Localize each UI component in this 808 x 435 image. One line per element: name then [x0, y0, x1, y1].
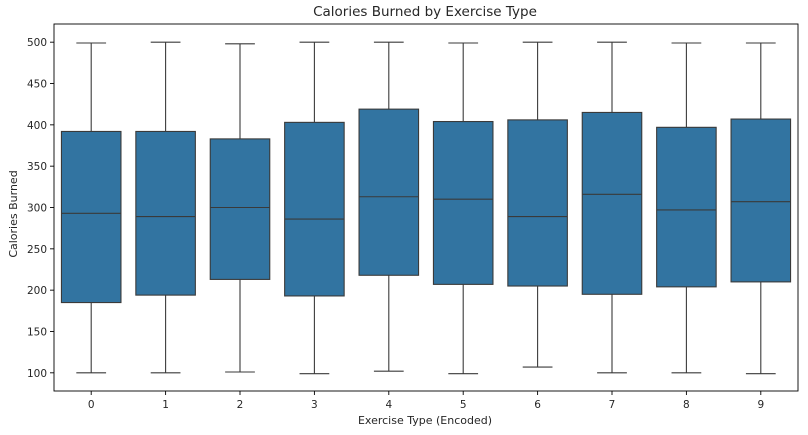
x-tick-label: 7: [609, 399, 616, 411]
box-iqr: [656, 126, 717, 288]
y-tick-label: 300: [27, 203, 47, 215]
y-tick-label: 400: [27, 120, 47, 132]
box-iqr: [135, 130, 196, 296]
chart-title: Calories Burned by Exercise Type: [313, 4, 537, 20]
box-iqr: [358, 108, 420, 276]
y-tick-label: 500: [27, 37, 47, 49]
x-tick-label: 6: [534, 399, 541, 411]
box-iqr: [507, 119, 568, 287]
x-tick-label: 0: [88, 399, 95, 411]
y-tick-label: 350: [27, 161, 47, 173]
y-tick-label: 200: [27, 285, 47, 297]
box-iqr: [209, 138, 271, 280]
box-iqr: [581, 111, 643, 295]
box-iqr: [284, 121, 345, 297]
y-tick-label: 450: [27, 79, 47, 91]
box-iqr: [730, 118, 792, 283]
plot-area: 100 150 200 250 300 350 400 450 500 0 1 2 3 4 5 6 7 8 9: [27, 23, 799, 411]
y-tick-label: 150: [27, 326, 47, 338]
x-tick-label: 2: [237, 399, 244, 411]
x-tick-label: 4: [385, 399, 392, 411]
box-iqr: [60, 130, 122, 304]
x-tick-label: 8: [683, 399, 690, 411]
x-tick-label: 9: [757, 399, 764, 411]
y-axis-label: Calories Burned: [7, 170, 20, 257]
x-tick-label: 3: [311, 399, 318, 411]
y-tick-label: 100: [27, 368, 47, 380]
y-tick-label: 250: [27, 244, 47, 256]
box-iqr: [432, 120, 494, 285]
x-tick-label: 5: [460, 399, 467, 411]
x-tick-label: 1: [162, 399, 169, 411]
x-axis-label: Exercise Type (Encoded): [358, 414, 492, 427]
